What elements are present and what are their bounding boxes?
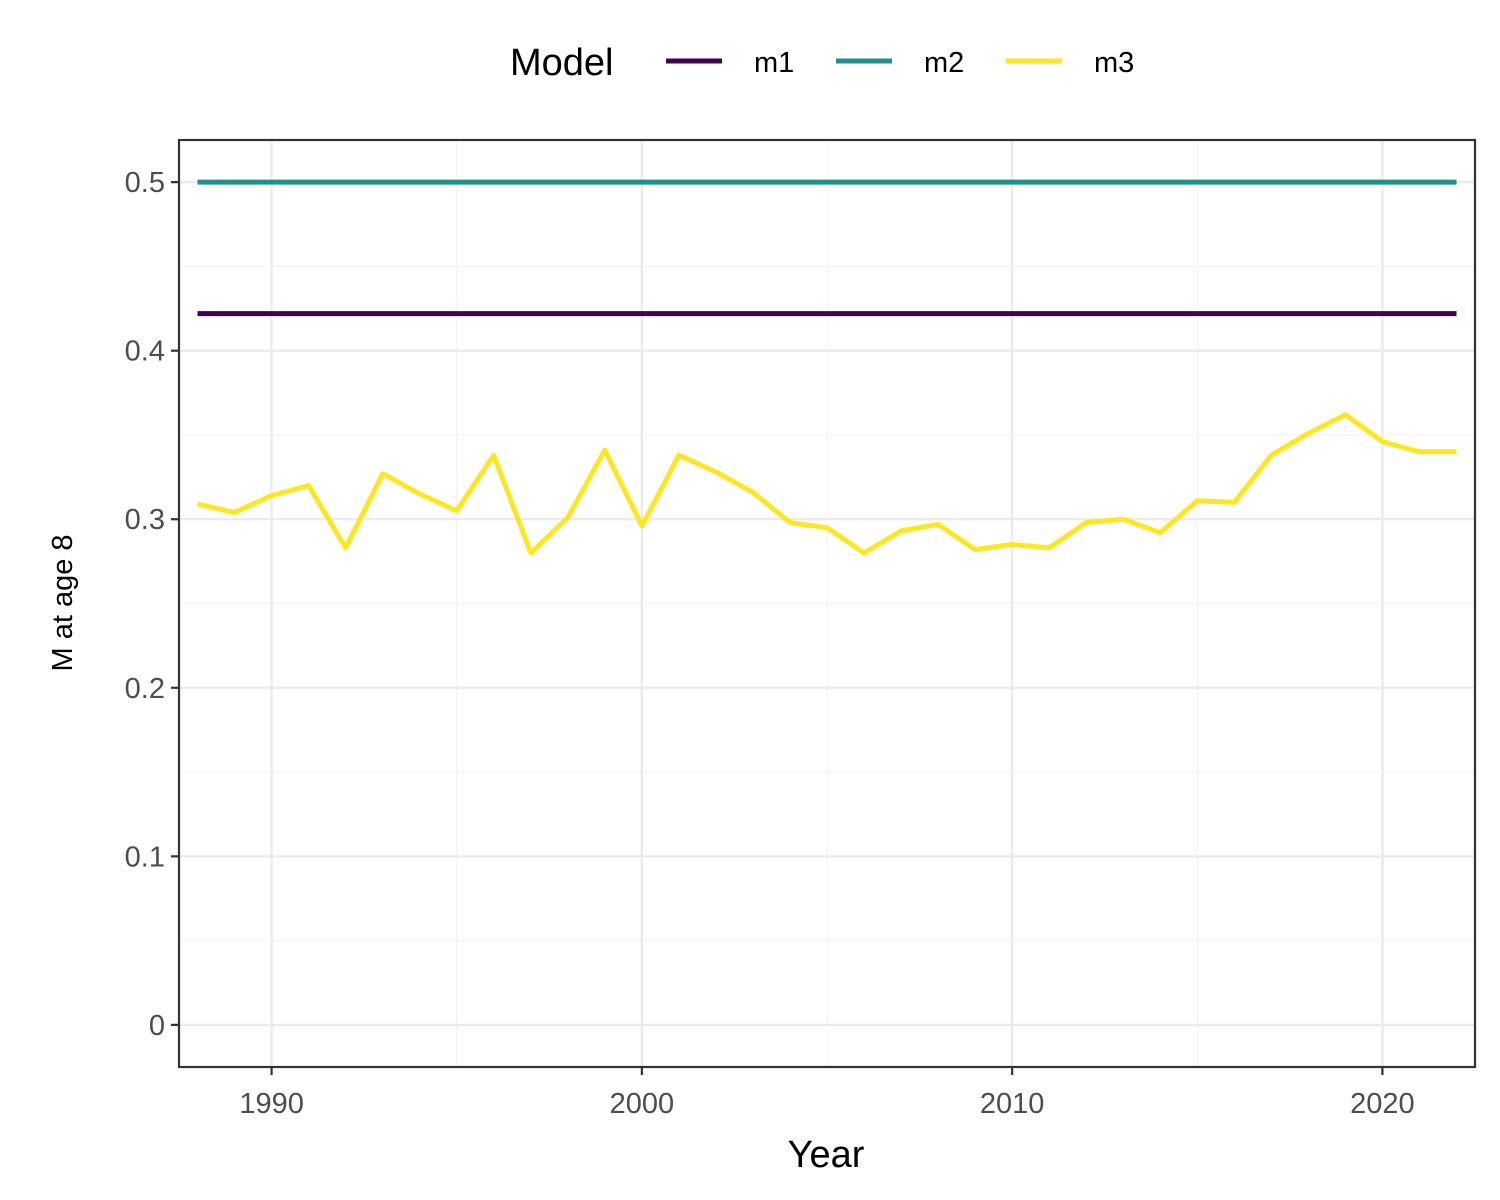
x-tick-label: 2020 <box>1350 1088 1415 1120</box>
plot-panel <box>177 138 1477 1069</box>
y-tick-label: 0.3 <box>125 504 165 536</box>
y-axis-title: M at age 8 <box>47 534 79 671</box>
legend-title: Model <box>510 42 614 84</box>
x-tick-label: 2010 <box>980 1088 1045 1120</box>
grid-minor <box>179 140 1475 1067</box>
series-line-m3 <box>196 412 1457 556</box>
x-axis-title: Year <box>788 1134 865 1176</box>
series-lines <box>196 179 1457 556</box>
panel-border <box>177 138 1477 1069</box>
y-tick-label: 0.2 <box>125 673 165 705</box>
y-tick-label: 0.5 <box>125 167 165 199</box>
x-tick-label: 2000 <box>610 1088 675 1120</box>
legend-label-m3: m3 <box>1094 47 1134 79</box>
x-axis: 1990 2000 2010 2020 <box>239 1067 1415 1120</box>
grid-major <box>179 140 1475 1067</box>
y-tick-label: 0.4 <box>125 336 165 368</box>
legend-label-m2: m2 <box>924 47 964 79</box>
legend-label-m1: m1 <box>754 47 794 79</box>
y-axis: 0 0.1 0.2 0.3 0.4 0.5 <box>125 167 179 1042</box>
y-tick-label: 0 <box>149 1010 165 1042</box>
legend: Model m1 m2 m3 <box>510 42 1134 84</box>
x-tick-label: 1990 <box>239 1088 304 1120</box>
y-tick-label: 0.1 <box>125 841 165 873</box>
